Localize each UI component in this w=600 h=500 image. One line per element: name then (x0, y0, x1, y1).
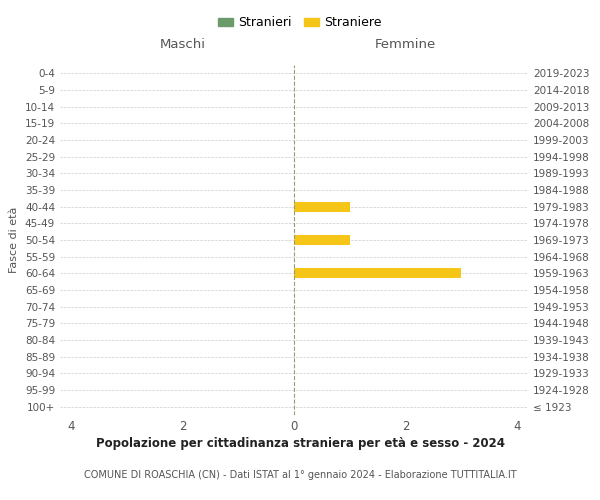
Text: COMUNE DI ROASCHIA (CN) - Dati ISTAT al 1° gennaio 2024 - Elaborazione TUTTITALI: COMUNE DI ROASCHIA (CN) - Dati ISTAT al … (83, 470, 517, 480)
Y-axis label: Fasce di età: Fasce di età (10, 207, 19, 273)
Bar (294, 202, 350, 211)
Legend: Stranieri, Straniere: Stranieri, Straniere (213, 11, 387, 34)
Text: Femmine: Femmine (375, 38, 436, 51)
Text: Maschi: Maschi (160, 38, 206, 51)
Bar (294, 235, 350, 245)
Text: Popolazione per cittadinanza straniera per età e sesso - 2024: Popolazione per cittadinanza straniera p… (95, 437, 505, 450)
Bar (294, 268, 461, 278)
